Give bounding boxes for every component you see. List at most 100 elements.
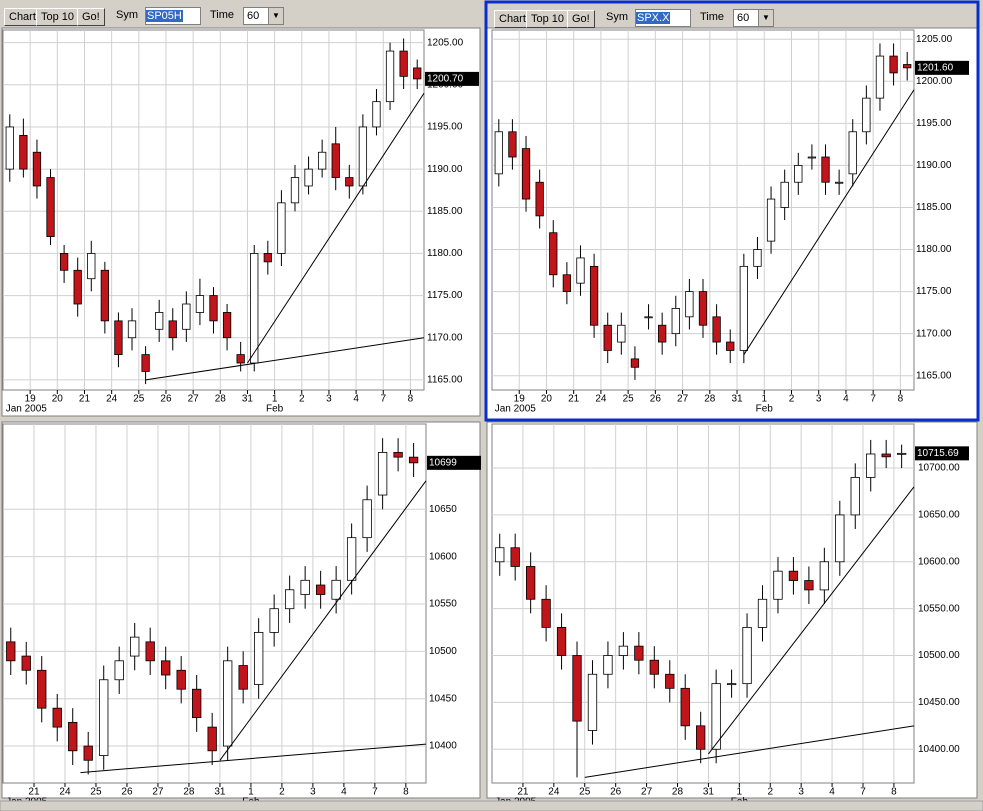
candle-body [510,547,520,567]
candle-body [556,627,567,656]
x-tick-label: 4 [843,394,849,405]
candle-body [576,257,585,284]
candle-body [881,453,891,458]
x-tick-label: 3 [798,787,804,798]
x-tick-label: 4 [341,787,347,798]
interval-text: 60 [247,10,260,22]
y-tick-label: 1200.00 [916,76,953,87]
x-tick-label: 27 [152,787,164,798]
candle-body [83,745,93,761]
y-tick-label: 1205.00 [916,34,953,45]
candle-body [362,499,372,539]
x-tick-label: 8 [408,394,414,405]
candle-body [834,181,844,184]
x-tick-label: 27 [641,787,653,798]
candle-body [300,579,310,595]
candle-body [284,589,295,610]
chart-button[interactable]: Chart [4,8,41,26]
candle-body [712,316,721,343]
period-label: Jan 2005 [495,404,537,415]
candle-body [250,253,259,364]
x-tick-label: 28 [215,394,227,405]
trendline [145,337,425,381]
candle-body [848,131,857,175]
status-bar [0,800,983,811]
trendline [247,92,425,364]
candle-body [331,143,340,178]
x-tick-label: 20 [52,394,64,405]
candle-body [535,181,544,217]
y-tick-label: 1185.00 [427,206,463,217]
candle-body [346,537,357,581]
candle-body [168,320,177,339]
toolbar: Chart Top 10 Go! Sym SP05H Time 60 ▼ [0,5,482,27]
candle-body [508,131,517,158]
x-tick-label: 4 [353,394,359,405]
go-button[interactable]: Go! [567,10,595,28]
interval-select[interactable]: 60 ▼ [733,9,774,27]
symbol-text: SPX.X [636,12,671,24]
x-tick-label: 25 [133,394,145,405]
candle-body [68,721,78,752]
candle-body [263,253,272,263]
candle-body [6,641,16,662]
go-button[interactable]: Go! [77,8,105,26]
candle-body [587,673,598,731]
candle-body [617,324,626,343]
x-tick-label: 21 [28,787,40,798]
candle-body [850,477,860,516]
last-price-label: 1200.70 [427,74,464,85]
candle-body [277,202,286,254]
x-tick-label: 27 [188,394,200,405]
candle-body [236,354,245,364]
candle-body [87,253,96,280]
chart-button[interactable]: Chart [494,10,531,28]
x-tick-label: 31 [214,787,226,798]
candle-body [145,641,155,662]
candle-body [541,598,551,628]
period-label: Feb [756,404,774,415]
x-tick-label: 3 [326,394,332,405]
candle-body [572,655,582,722]
candle-body [5,126,14,170]
candle-body [773,570,783,600]
x-tick-label: 28 [672,787,684,798]
y-tick-label: 10700.00 [918,463,960,474]
trendline [743,89,915,355]
y-tick-label: 10400 [429,741,457,752]
symbol-input[interactable]: SP05H [145,7,201,25]
top10-button[interactable]: Top 10 [36,8,80,26]
candle-body [630,358,640,368]
candle-body [780,181,789,208]
y-tick-label: 10450.00 [918,697,960,708]
candle-body [195,295,205,313]
candle-body [875,55,885,99]
last-price-label: 10699 [429,457,457,468]
candle-body [385,50,395,103]
candle-body [19,134,28,170]
candle-body [114,320,123,355]
candle-body [835,514,845,563]
symbol-input[interactable]: SPX.X [635,9,691,27]
candle-body [393,452,403,458]
x-tick-label: 8 [891,787,897,798]
y-tick-label: 1205.00 [427,37,464,48]
candle-body [549,232,558,276]
x-tick-label: 26 [160,394,172,405]
top10-button[interactable]: Top 10 [526,10,570,28]
candle-body [372,101,381,128]
candle-body [59,253,69,271]
trendline [584,725,915,778]
y-tick-label: 1165.00 [916,370,952,381]
candle-body [253,631,264,685]
y-tick-label: 10550.00 [918,603,960,614]
y-tick-label: 1165.00 [427,375,463,386]
x-tick-label: 24 [595,394,607,405]
interval-select[interactable]: 60 ▼ [243,7,284,25]
plot-frame [2,29,425,391]
time-label: Time [700,11,725,23]
x-tick-label: 20 [541,394,553,405]
x-tick-label: 8 [898,394,904,405]
x-tick-label: 26 [610,787,622,798]
